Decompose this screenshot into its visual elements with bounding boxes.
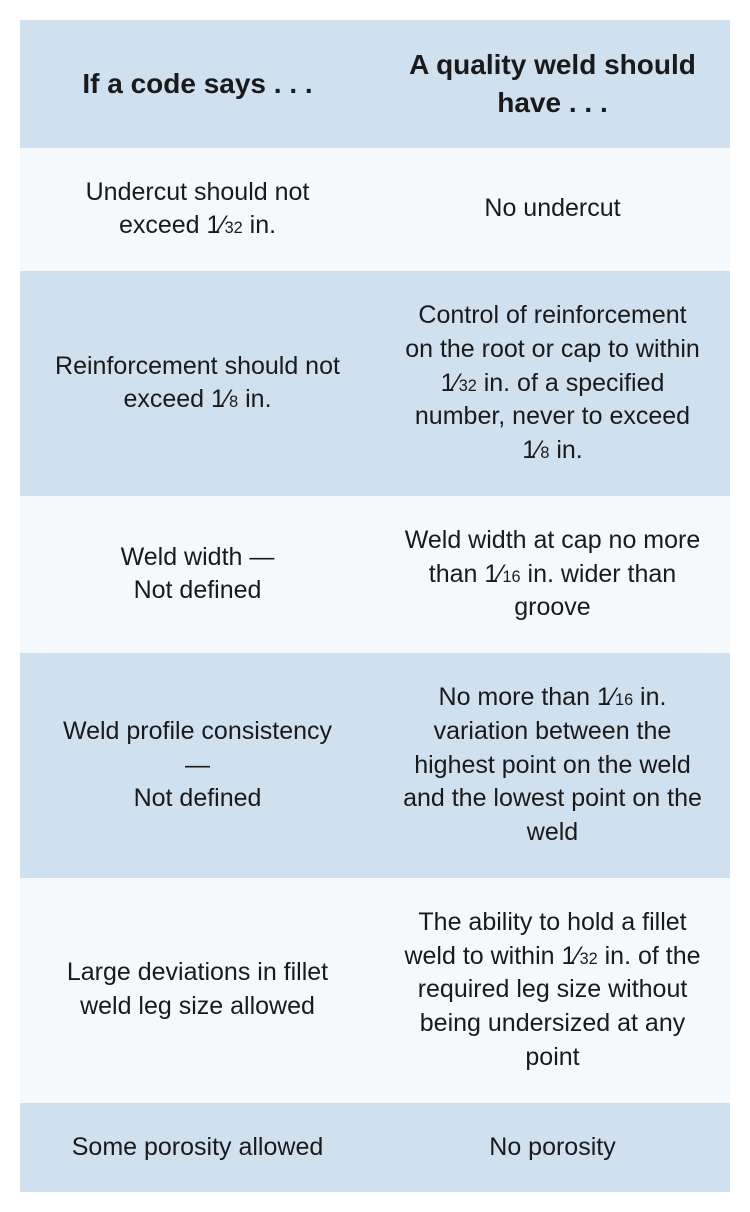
table-row: Some porosity allowedNo porosity xyxy=(20,1103,730,1193)
cell-code: Weld width —Not defined xyxy=(20,496,375,653)
cell-code: Weld profile consistency —Not defined xyxy=(20,653,375,878)
cell-quality: No porosity xyxy=(375,1103,730,1193)
cell-code: Reinforcement should not exceed 1⁄8 in. xyxy=(20,271,375,496)
cell-quality: Control of reinforcement on the root or … xyxy=(375,271,730,496)
fraction: 1⁄16 xyxy=(484,560,520,588)
table-row: Reinforcement should not exceed 1⁄8 in.C… xyxy=(20,271,730,496)
fraction: 1⁄16 xyxy=(597,683,633,711)
table-row: Large deviations in fillet weld leg size… xyxy=(20,878,730,1103)
cell-quality: Weld width at cap no more than 1⁄16 in. … xyxy=(375,496,730,653)
fraction: 1⁄32 xyxy=(441,369,477,397)
table-body: Undercut should not exceed 1⁄32 in.No un… xyxy=(20,148,730,1193)
table-header-row: If a code says . . . A quality weld shou… xyxy=(20,20,730,148)
cell-quality: No undercut xyxy=(375,148,730,272)
table-container: If a code says . . . A quality weld shou… xyxy=(0,0,750,1212)
column-header-quality: A quality weld should have . . . xyxy=(375,20,730,148)
fraction: 1⁄8 xyxy=(522,436,549,464)
table-row: Undercut should not exceed 1⁄32 in.No un… xyxy=(20,148,730,272)
fraction: 1⁄8 xyxy=(211,385,238,413)
comparison-table: If a code says . . . A quality weld shou… xyxy=(20,20,730,1192)
cell-quality: The ability to hold a fillet weld to wit… xyxy=(375,878,730,1103)
table-row: Weld width —Not definedWeld width at cap… xyxy=(20,496,730,653)
fraction: 1⁄32 xyxy=(562,942,598,970)
cell-code: Some porosity allowed xyxy=(20,1103,375,1193)
fraction: 1⁄32 xyxy=(207,211,243,239)
cell-quality: No more than 1⁄16 in. variation between … xyxy=(375,653,730,878)
cell-code: Large deviations in fillet weld leg size… xyxy=(20,878,375,1103)
table-row: Weld profile consistency —Not definedNo … xyxy=(20,653,730,878)
column-header-code: If a code says . . . xyxy=(20,20,375,148)
cell-code: Undercut should not exceed 1⁄32 in. xyxy=(20,148,375,272)
